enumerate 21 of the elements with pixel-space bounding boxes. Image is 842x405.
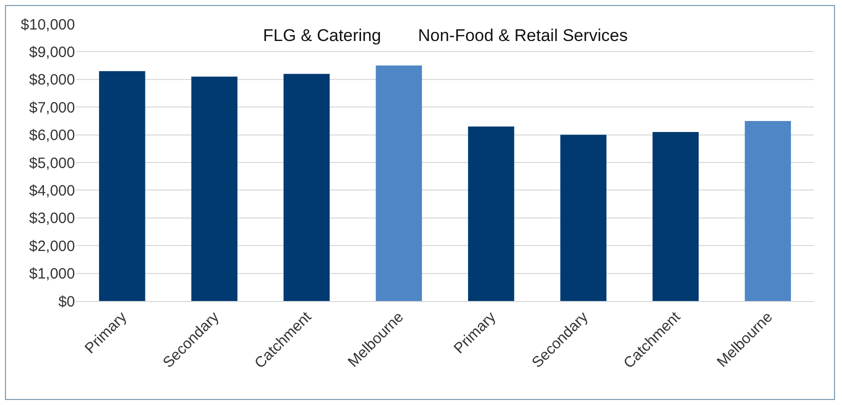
y-tick-label: $0: [58, 293, 75, 310]
bar: [99, 71, 146, 301]
bar: [376, 66, 422, 301]
y-tick-label: $7,000: [29, 99, 75, 116]
y-tick-label: $4,000: [29, 182, 75, 200]
y-tick-label: $9,000: [29, 44, 75, 61]
y-tick-label: $8,000: [29, 72, 75, 89]
bar: [652, 132, 699, 301]
bar: [191, 76, 238, 301]
y-tick-label: $2,000: [29, 238, 75, 255]
y-tick-label: $3,000: [29, 210, 75, 228]
y-tick-label: $1,000: [29, 266, 75, 283]
annotation: Non-Food & Retail Services: [418, 26, 628, 45]
y-tick-label: $5,000: [29, 154, 75, 172]
y-tick-label: $10,000: [20, 16, 75, 34]
annotation: FLG & Catering: [263, 26, 382, 45]
bar: [560, 134, 606, 301]
bar: [744, 120, 791, 301]
y-tick-label: $6,000: [29, 127, 75, 144]
bar: [468, 126, 514, 301]
bar: [284, 74, 330, 301]
